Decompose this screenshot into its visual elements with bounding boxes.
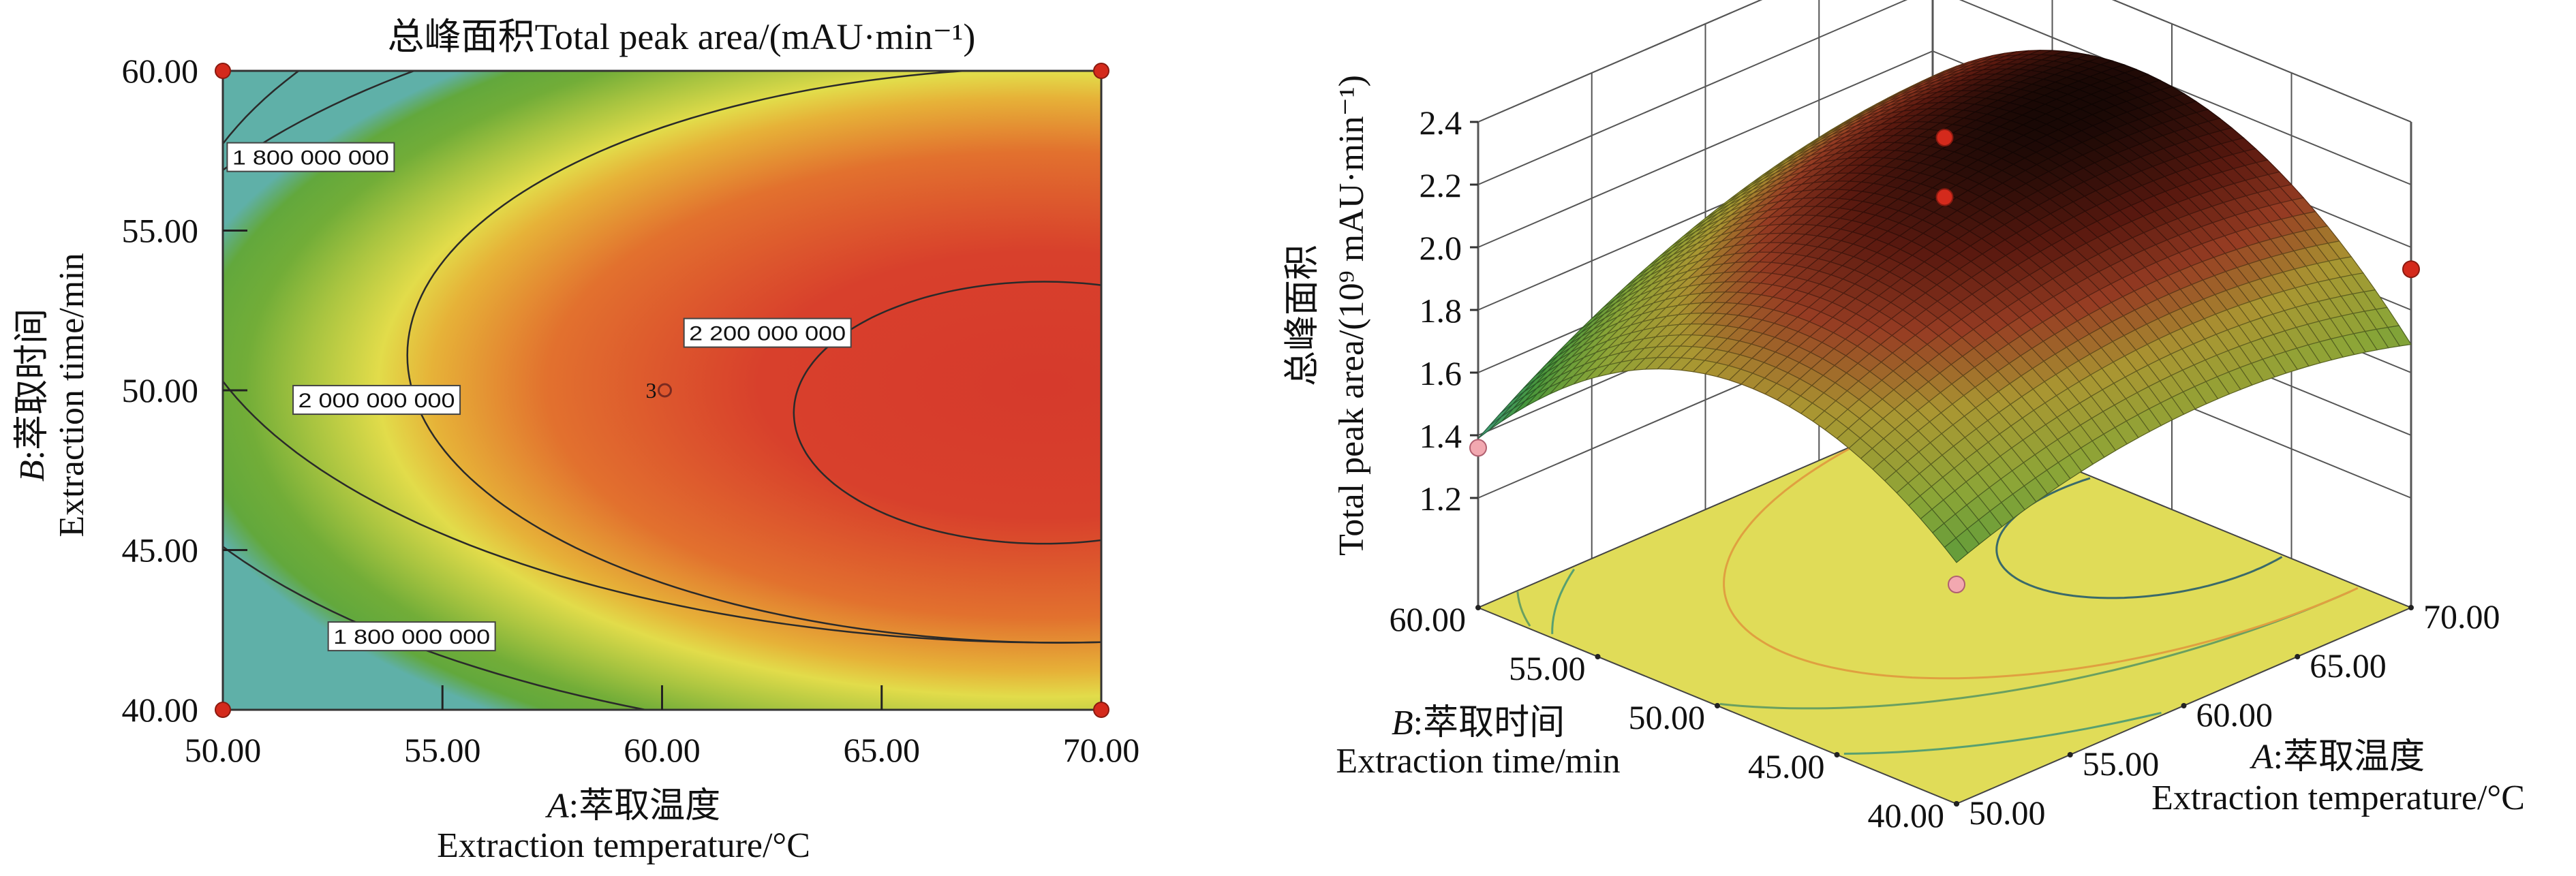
contour-label: 1 800 000 000 (226, 142, 395, 172)
z-tick-label: 2.2 (1420, 166, 1462, 204)
x-label-cn: :萃取温度 (569, 787, 720, 826)
y-tick-label: 55.00 (122, 212, 199, 250)
y-axis-title-cn: B:萃取时间 (13, 309, 52, 482)
x-axis-title-en: Extraction temperature/°C (437, 826, 810, 865)
b-tick-mark (1715, 703, 1720, 708)
wall-gridline-horizontal (1477, 0, 1908, 185)
b-tick-mark (1954, 801, 1959, 807)
z-tick-label: 1.8 (1420, 292, 1462, 330)
z-axis-title-cn: 总峰面积 (1283, 245, 1322, 386)
a-var: A (2250, 738, 2273, 777)
contour-label-box (327, 621, 496, 652)
contour-label-text: 1 800 000 000 (232, 147, 389, 170)
design-point-3d (1935, 188, 1954, 206)
x-tick-label: 60.00 (624, 731, 701, 769)
replicate-count: 3 (646, 378, 657, 403)
b-tick-mark (1475, 605, 1481, 610)
wall-gridline-horizontal (1477, 50, 1933, 248)
response-surface (1477, 50, 2412, 563)
center-point (658, 383, 672, 398)
z-tick-label: 2.4 (1420, 104, 1462, 142)
a-tick-label: 70.00 (2423, 597, 2500, 636)
surface-plot: 1.2 1.4 1.6 1.8 2.0 2.2 2.4 50.00 55.00 60.00 65.0… (1283, 0, 2525, 834)
contour-plot: 总峰面积Total peak area/(mAU·min⁻¹) 50.00 55.… (13, 16, 1140, 865)
y-tick-label: 50.00 (122, 371, 199, 409)
b-tick-label: 60.00 (1390, 600, 1467, 638)
b-tick-mark (1595, 654, 1601, 659)
design-point-3d (2402, 260, 2420, 279)
b-label-cn: :萃取时间 (1413, 704, 1565, 742)
contour-label-box (292, 385, 461, 416)
contour-line-2200000000 (793, 281, 1101, 545)
contour-label-box (683, 317, 852, 348)
x-var: A (545, 787, 569, 826)
design-points: 3 (215, 63, 1109, 718)
a-tick-label: 65.00 (2310, 646, 2387, 685)
wall-top-edge (2112, 0, 2412, 123)
z-tick-label: 2.0 (1420, 229, 1462, 267)
b-axis-title-cn: B:萃取时间 (1392, 704, 1565, 742)
z-tick-label: 1.6 (1420, 354, 1462, 392)
a-axis-title-en: Extraction temperature/°C (2151, 779, 2525, 817)
floor-contour (1516, 591, 2350, 710)
x-tick-label: 55.00 (404, 731, 481, 769)
y-tick-label: 40.00 (122, 691, 199, 729)
surface-facet (1944, 537, 1969, 563)
z-tick-label: 1.2 (1420, 480, 1462, 518)
a-tick-mark (2408, 605, 2414, 610)
design-point (1093, 702, 1109, 718)
b-tick-label: 40.00 (1868, 796, 1945, 834)
x-tick-label: 50.00 (185, 731, 262, 769)
contour-label-text: 1 800 000 000 (333, 626, 490, 648)
y-label-cn: :萃取时间 (13, 309, 52, 460)
contour-label: 2 000 000 000 (292, 385, 461, 416)
a-tick-mark (2295, 654, 2301, 659)
contour-label-box (226, 142, 395, 172)
b-tick-mark (1834, 752, 1840, 757)
b-var: B (1392, 704, 1413, 742)
a-axis-title-cn: A:萃取温度 (2250, 738, 2425, 777)
y-var: B (13, 460, 52, 482)
design-point (215, 63, 231, 79)
contour-label: 1 800 000 000 (327, 621, 496, 652)
contour-label-text: 2 200 000 000 (689, 323, 846, 345)
a-tick-label: 60.00 (2196, 695, 2273, 734)
x-tick-label: 65.00 (844, 731, 921, 769)
b-tick-label: 55.00 (1509, 649, 1586, 687)
x-tick-label: 70.00 (1063, 731, 1140, 769)
floor-contour (1551, 568, 2162, 755)
b-tick-label: 45.00 (1748, 747, 1825, 785)
contour-label-text: 2 000 000 000 (298, 390, 455, 412)
z-tick-label: 1.4 (1420, 417, 1462, 455)
design-point-3d (1469, 439, 1487, 457)
design-point (215, 702, 231, 718)
axis-ticks-3d: 1.2 1.4 1.6 1.8 2.0 2.2 2.4 50.00 55.00 60.00 65.0… (1390, 104, 2500, 834)
contour-labels: 1 800 000 000 1 800 000 000 2 000 000 000 2… (226, 142, 852, 652)
design-point-3d (1948, 576, 1965, 593)
y-tick-label: 45.00 (122, 531, 199, 569)
a-tick-label: 50.00 (1969, 794, 2046, 832)
design-point-3d (1935, 129, 1954, 146)
a-tick-label: 55.00 (2083, 745, 2160, 783)
contour-line-2000000000 (406, 71, 1101, 644)
wall-top-edge (1477, 0, 1763, 123)
contour-label: 2 200 000 000 (683, 317, 852, 348)
floor-contour (1723, 442, 2359, 680)
x-axis-title-cn: A:萃取温度 (545, 787, 720, 826)
axis-ticks: 50.00 55.00 60.00 65.00 70.00 40.00 45.00 50.00… (122, 52, 1140, 769)
z-axis-title-en: Total peak area/(10⁹ mAU·min⁻¹) (1332, 75, 1371, 556)
contour-plot-title: 总峰面积Total peak area/(mAU·min⁻¹) (388, 16, 976, 57)
design-points-3d (1469, 129, 2420, 593)
contour-lines (223, 71, 1101, 710)
y-tick-label: 60.00 (122, 52, 199, 90)
design-point (1093, 63, 1109, 79)
a-tick-mark (2181, 703, 2187, 708)
b-axis-title-en: Extraction time/min (1336, 742, 1620, 781)
y-axis-title-en: Extraction time/min (52, 253, 91, 537)
a-tick-mark (2067, 752, 2073, 757)
b-tick-label: 50.00 (1629, 698, 1706, 736)
a-label-cn: :萃取温度 (2273, 738, 2425, 777)
